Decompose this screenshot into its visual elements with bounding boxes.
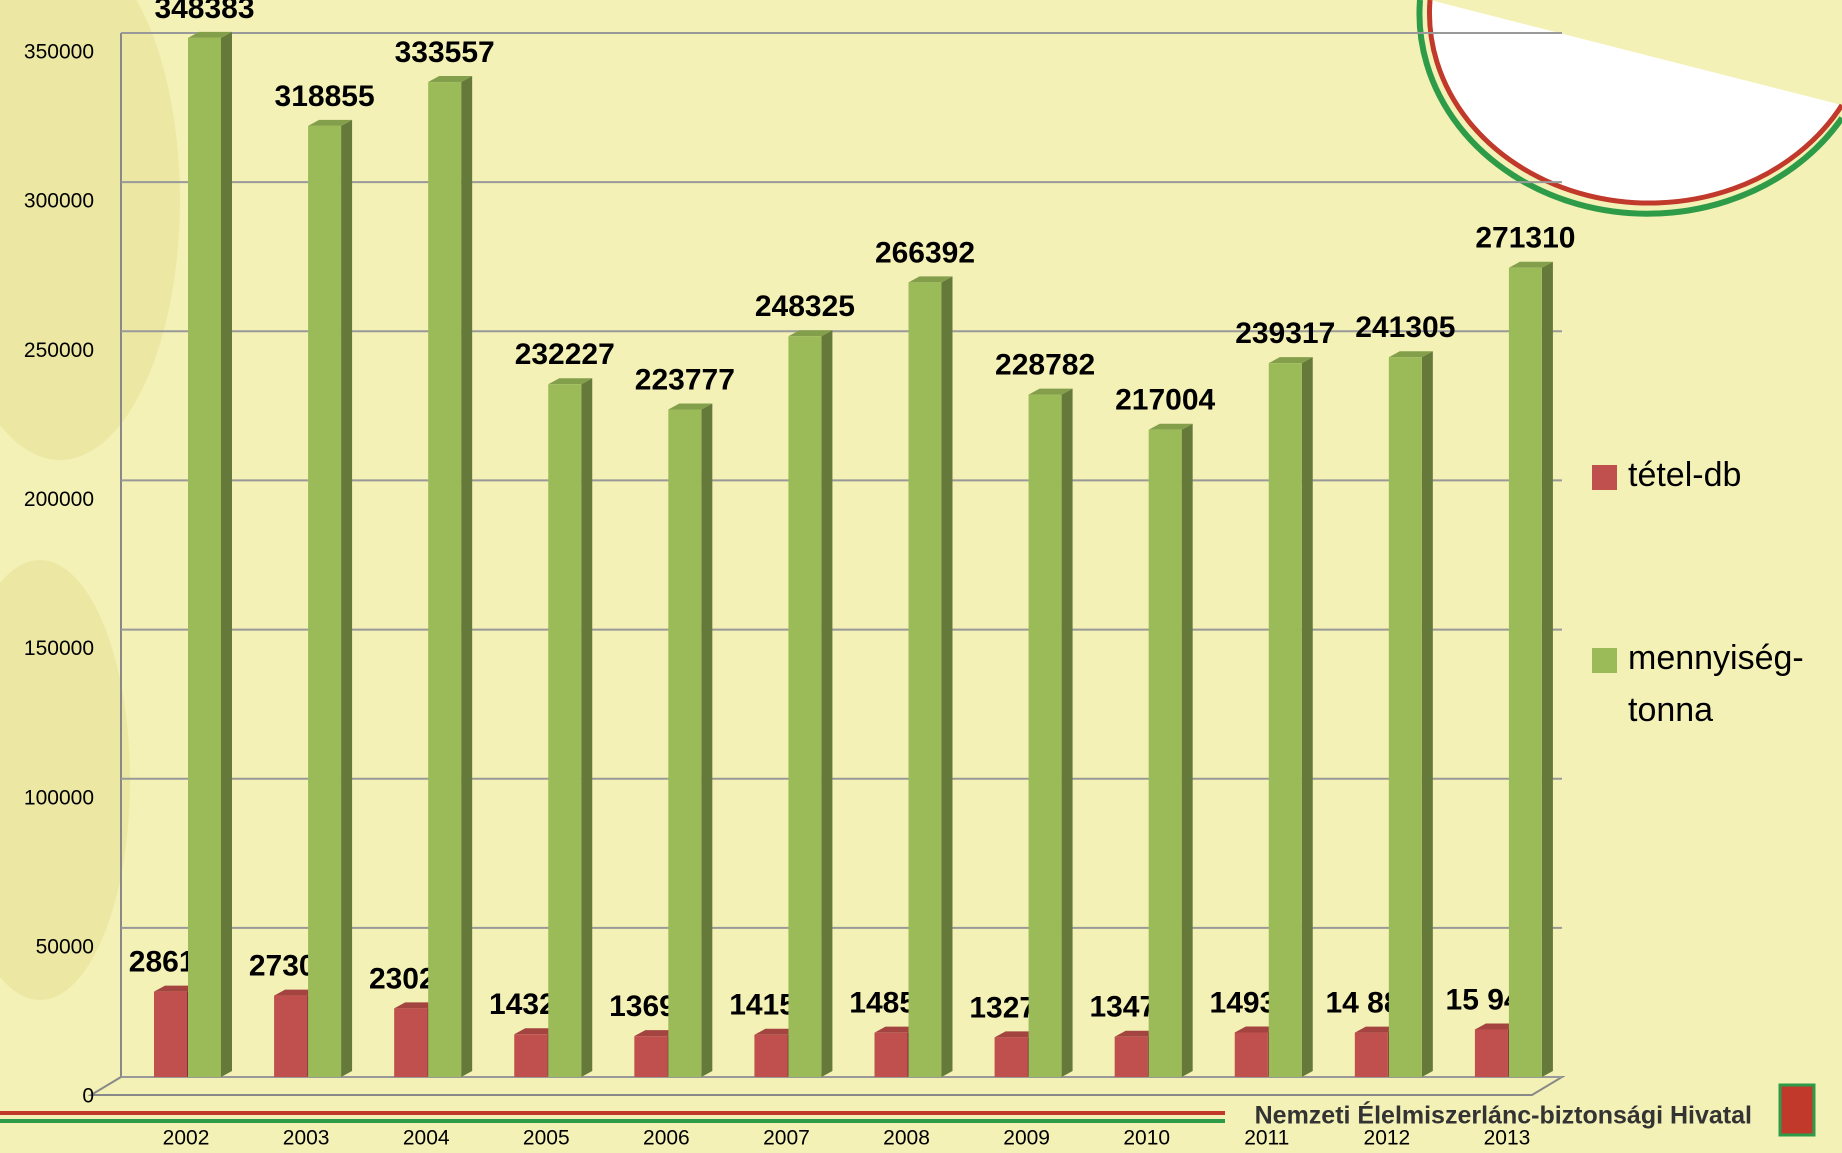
bar: [1355, 1033, 1388, 1077]
bar: [995, 1037, 1028, 1077]
bar-side: [1062, 389, 1073, 1077]
bar: [909, 282, 942, 1077]
bar: [788, 336, 821, 1077]
y-tick-label: 0: [82, 1085, 94, 1108]
y-tick-label: 100000: [24, 786, 94, 809]
x-tick-label: 2013: [1484, 1127, 1531, 1150]
bar: [548, 384, 581, 1077]
bar-side: [221, 32, 232, 1077]
bar: [668, 410, 701, 1077]
value-label: 266392: [875, 236, 975, 269]
chart: Nemzeti Élelmiszerlánc-biztonsági Hivata…: [0, 0, 1842, 1153]
bar: [1029, 395, 1062, 1077]
bar: [1389, 357, 1422, 1077]
bar: [1115, 1037, 1148, 1077]
bar: [875, 1033, 908, 1077]
value-label: 217004: [1115, 384, 1215, 417]
bar: [1149, 430, 1182, 1077]
x-tick-label: 2006: [643, 1127, 690, 1150]
y-tick-label: 250000: [24, 339, 94, 362]
x-tick-label: 2009: [1003, 1127, 1050, 1150]
value-label: 228782: [995, 348, 1095, 381]
bar: [188, 38, 221, 1077]
bar-side: [1422, 351, 1433, 1077]
bar-side: [1542, 262, 1553, 1077]
legend-label: tétel-db: [1628, 456, 1741, 494]
value-label: 223777: [635, 363, 735, 396]
value-label: 232227: [515, 338, 615, 371]
legend-swatch: [1592, 648, 1617, 673]
bar-side: [701, 404, 712, 1077]
value-label: 271310: [1475, 222, 1575, 255]
x-tick-label: 2007: [763, 1127, 810, 1150]
y-tick-label: 50000: [36, 935, 94, 958]
bar: [308, 126, 341, 1077]
bar: [514, 1034, 547, 1077]
bar: [1269, 363, 1302, 1077]
value-label: 318855: [275, 80, 375, 113]
bar: [154, 992, 187, 1077]
bar-side: [1302, 357, 1313, 1077]
bar: [1235, 1032, 1268, 1077]
bar: [394, 1008, 427, 1077]
bar: [754, 1035, 787, 1077]
bar-side: [1182, 424, 1193, 1077]
footer-text: Nemzeti Élelmiszerlánc-biztonsági Hivata…: [1255, 1101, 1752, 1130]
bar-side: [461, 76, 472, 1077]
value-label: 239317: [1235, 317, 1335, 350]
bar-side: [581, 378, 592, 1077]
x-tick-label: 2002: [163, 1127, 210, 1150]
bar-side: [942, 276, 953, 1077]
value-label: 333557: [395, 36, 495, 69]
bar: [428, 82, 461, 1077]
bar: [634, 1036, 667, 1077]
x-tick-label: 2011: [1244, 1127, 1289, 1150]
x-tick-label: 2010: [1123, 1127, 1170, 1150]
bar-side: [341, 120, 352, 1077]
coat-of-arms: [1780, 1085, 1814, 1135]
bar: [1475, 1029, 1508, 1077]
legend-swatch: [1592, 465, 1617, 490]
y-tick-label: 200000: [24, 488, 94, 511]
x-tick-label: 2008: [883, 1127, 930, 1150]
value-label: 348383: [154, 0, 254, 25]
y-tick-label: 150000: [24, 637, 94, 660]
y-tick-label: 350000: [24, 41, 94, 64]
value-label: 241305: [1355, 311, 1455, 344]
bar-side: [821, 330, 832, 1077]
y-tick-label: 300000: [24, 190, 94, 213]
x-tick-label: 2012: [1364, 1127, 1411, 1150]
bar: [1509, 268, 1542, 1077]
value-label: 248325: [755, 290, 855, 323]
bar: [274, 996, 307, 1077]
x-tick-label: 2005: [523, 1127, 570, 1150]
x-tick-label: 2003: [283, 1127, 330, 1150]
x-tick-label: 2004: [403, 1127, 450, 1150]
